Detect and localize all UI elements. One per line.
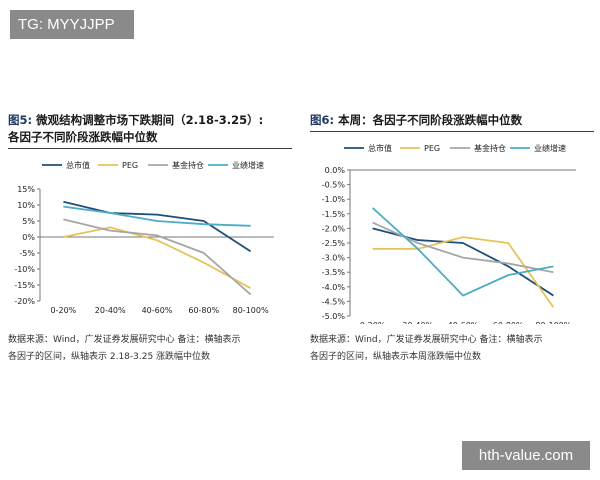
figure-5-note-line2: 各因子的区间，纵轴表示 2.18-3.25 涨跌幅中位数 [8, 352, 211, 362]
figure-5-line-chart: 总市值 PEG 基金持仓 业绩增速 15% 10% 5% 0% -5% -10% -15% -20% 0… [14, 160, 274, 315]
x-tick-label: 80-100% [535, 321, 571, 324]
y-tick-label: -4.5% [322, 297, 346, 306]
y-tick-label: -1.5% [322, 210, 346, 219]
y-tick-label: -15% [14, 281, 35, 290]
y-tick-label: 15% [17, 185, 35, 194]
figure-6-panel: 图6: 本周：各因子不同阶段涨跌幅中位数 总市值 PEG 基金持仓 业绩增速 0.0% -… [310, 112, 594, 324]
x-tick-label: 20-40% [402, 321, 433, 324]
x-tick-label: 60-80% [188, 306, 219, 315]
series-line-2 [372, 221, 554, 274]
y-tick-label: -2.5% [322, 239, 346, 248]
series-line-1 [372, 236, 555, 308]
y-tick-label: -4.0% [322, 283, 346, 292]
figure-6-title: 图6: 本周：各因子不同阶段涨跌幅中位数 [310, 112, 594, 132]
y-tick-label: -2.0% [322, 224, 346, 233]
legend-label-0: 总市值 [368, 143, 392, 153]
x-tick-label: 0-20% [360, 321, 386, 324]
series-line-3 [63, 205, 251, 227]
y-tick-label: 0.0% [325, 166, 346, 175]
series-line-2 [63, 218, 252, 296]
y-tick-label: -5% [19, 249, 35, 258]
series-line-0 [63, 200, 252, 253]
y-tick-label: -10% [14, 265, 35, 274]
x-tick-label: 40-60% [142, 306, 173, 315]
x-tick-label: 20-40% [95, 306, 126, 315]
figure-5-title: 图5: 微观结构调整市场下跌期间（2.18-3.25）: 各因子不同阶段涨跌幅中… [8, 112, 292, 149]
legend-label-2: 基金持仓 [474, 143, 506, 153]
y-tick-label: -3.5% [322, 268, 346, 277]
y-tick-label: -5.0% [322, 312, 346, 321]
figure-6-note-line2: 各因子的区间，纵轴表示本周涨跌幅中位数 [310, 352, 482, 362]
figure-6-line-chart: 总市值 PEG 基金持仓 业绩增速 0.0% -0.5% -1.0% -1.5% -2.0% -2… [322, 143, 576, 324]
y-tick-label: -20% [14, 297, 35, 306]
y-tick-label: 0% [22, 233, 35, 242]
legend-label-3: 业绩增速 [534, 143, 566, 153]
figure-5-panel: 图5: 微观结构调整市场下跌期间（2.18-3.25）: 各因子不同阶段涨跌幅中… [8, 112, 292, 323]
figure-5-title-line1: 微观结构调整市场下跌期间（2.18-3.25）: [32, 113, 264, 127]
x-tick-label: 40-60% [448, 321, 479, 324]
figure-6-note: 数据来源：Wind，广发证券发展研究中心 备注：横轴表示 各因子的区间，纵轴表示… [310, 332, 594, 366]
figure-6-label: 图6: [310, 113, 335, 127]
y-tick-label: -3.0% [322, 254, 346, 263]
figure-6-note-line1: 数据来源：Wind，广发证券发展研究中心 备注：横轴表示 [310, 335, 543, 345]
figure-5-note-line1: 数据来源：Wind，广发证券发展研究中心 备注：横轴表示 [8, 335, 241, 345]
series-line-3 [371, 207, 554, 297]
figure-5-note: 数据来源：Wind，广发证券发展研究中心 备注：横轴表示 各因子的区间，纵轴表示… [8, 332, 292, 366]
y-tick-label: 10% [17, 201, 35, 210]
figure-6-title-line1: 本周：各因子不同阶段涨跌幅中位数 [334, 113, 523, 127]
watermark-top-left: TG: MYYJJPP [10, 10, 134, 39]
x-tick-label: 80-100% [233, 306, 269, 315]
legend-label-1: PEG [122, 161, 138, 170]
y-tick-label: -1.0% [322, 195, 346, 204]
figure-5-title-line2: 各因子不同阶段涨跌幅中位数 [8, 130, 158, 144]
y-tick-label: -0.5% [322, 181, 346, 190]
x-tick-label: 0-20% [51, 306, 77, 315]
legend-label-3: 业绩增速 [232, 160, 264, 170]
legend-label-0: 总市值 [66, 160, 90, 170]
legend-label-1: PEG [424, 144, 440, 153]
y-tick-label: 5% [22, 217, 35, 226]
series-line-1 [63, 226, 252, 289]
legend-label-2: 基金持仓 [172, 160, 204, 170]
figure-5-label: 图5: [8, 113, 33, 127]
x-tick-label: 60-80% [493, 321, 524, 324]
watermark-bottom-right: hth-value.com [462, 441, 590, 470]
series-line-0 [372, 227, 554, 297]
